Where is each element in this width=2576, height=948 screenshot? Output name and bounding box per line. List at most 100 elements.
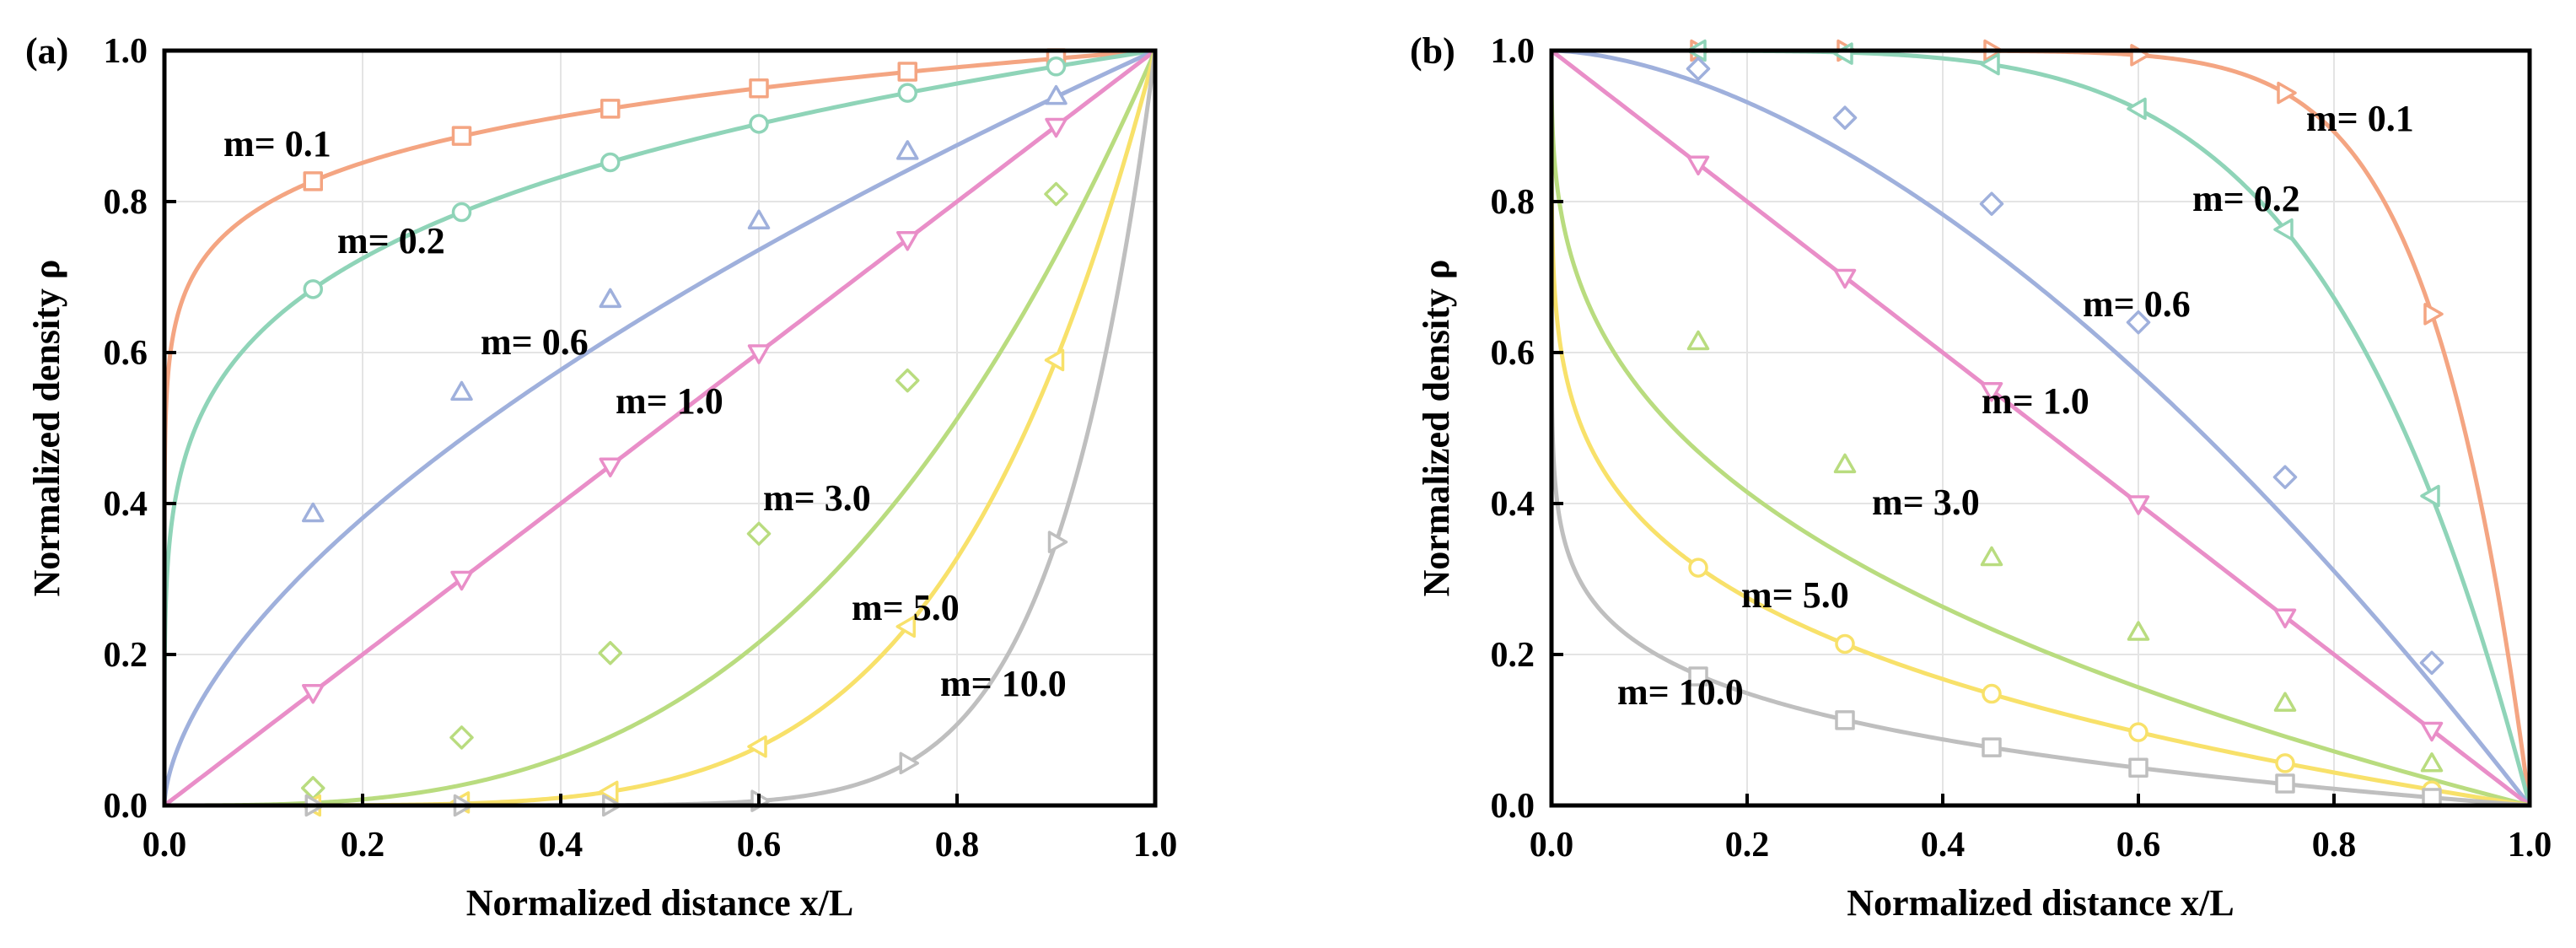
x-tick-label: 0.6	[737, 826, 782, 865]
series-line-5.0	[1549, 51, 2530, 808]
data-point	[2272, 465, 2298, 489]
data-point	[747, 344, 771, 364]
series-label: m= 0.6	[2083, 283, 2191, 325]
series-label: m= 10.0	[1617, 671, 1744, 713]
data-point	[599, 457, 621, 477]
series-line-1.0	[1550, 49, 2531, 807]
data-point	[2420, 484, 2440, 508]
chart-panel-a: m= 0.1 m= 0.2 m= 0.6 m= 1.0 m= 3.0 m= 5.0 m= 1…	[25, 30, 1177, 924]
x-axis-label: Normalized distance x/L	[1847, 882, 2235, 924]
data-point	[1686, 57, 1711, 81]
y-tick-label: 0.4	[104, 485, 148, 524]
x-tick-label: 1.0	[2508, 826, 2552, 865]
series-label: m= 1.0	[616, 380, 723, 422]
series-line-3.0	[1549, 50, 2530, 808]
series-label: m= 3.0	[1872, 482, 1980, 523]
data-point	[302, 684, 325, 704]
x-tick-label: 0.6	[2116, 826, 2161, 865]
y-axis-label: Normalized density ρ	[1416, 260, 1457, 597]
data-point	[1980, 546, 2003, 567]
series-label: m= 0.1	[223, 123, 331, 164]
x-tick-label: 0.8	[2312, 826, 2357, 865]
series-label: m= 10.0	[940, 663, 1067, 704]
data-point	[1686, 155, 1710, 175]
x-tick-label: 0.4	[1921, 826, 1966, 865]
plot-frame	[162, 48, 1158, 808]
series-label: m= 5.0	[852, 587, 960, 628]
data-point	[2419, 650, 2444, 676]
x-axis-label: Normalized distance x/L	[466, 882, 854, 924]
panel-label: (a)	[25, 30, 68, 72]
data-point	[2277, 81, 2297, 105]
data-point	[2420, 721, 2444, 742]
series-label: m= 1.0	[1982, 380, 2089, 422]
data-point	[895, 615, 916, 638]
data-point	[450, 570, 473, 591]
data-point	[599, 780, 619, 804]
data-point	[1833, 453, 1857, 474]
y-tick-label: 0.4	[1491, 485, 1535, 524]
data-point	[897, 62, 917, 82]
data-point	[302, 502, 325, 523]
y-tick-label: 0.6	[1491, 334, 1535, 373]
data-point	[1046, 57, 1067, 77]
series-line-10.0	[1549, 51, 2530, 808]
series-line-0.6	[1551, 48, 2531, 807]
data-point	[895, 368, 920, 393]
series-label: m= 0.6	[481, 321, 589, 363]
series-line-3.0	[164, 49, 1158, 808]
data-point	[1982, 683, 2002, 704]
data-point	[2127, 495, 2150, 515]
data-point	[749, 78, 769, 99]
data-point	[2130, 44, 2150, 67]
data-point	[1045, 84, 1068, 105]
data-point	[747, 735, 767, 758]
data-point	[599, 288, 621, 309]
data-point	[897, 83, 917, 103]
y-tick-label: 0.2	[1491, 636, 1535, 675]
series-label: m= 0.2	[337, 220, 445, 261]
data-point	[600, 99, 621, 119]
data-point	[746, 521, 772, 547]
x-tick-label: 0.2	[341, 826, 385, 865]
series-label: m= 0.2	[2192, 178, 2300, 219]
x-tick-label: 0.2	[1725, 826, 1770, 865]
series-label: m= 5.0	[1741, 574, 1849, 616]
data-point	[1979, 191, 2004, 216]
data-point	[598, 640, 622, 665]
series-label: m= 3.0	[763, 477, 871, 519]
x-tick-label: 1.0	[1133, 826, 1178, 865]
data-point	[303, 171, 323, 191]
data-point	[1044, 181, 1068, 207]
data-point	[2128, 722, 2148, 742]
data-point	[2275, 753, 2295, 773]
data-point	[2420, 752, 2444, 773]
data-point	[1982, 737, 2002, 757]
data-point	[451, 202, 472, 223]
data-point	[1047, 531, 1068, 553]
data-point	[2273, 218, 2294, 241]
data-point	[2275, 773, 2295, 794]
x-tick-label: 0.0	[1530, 826, 1574, 865]
y-tick-label: 0.0	[104, 787, 148, 826]
data-point	[2128, 757, 2148, 778]
series-label: m= 0.1	[2306, 98, 2414, 139]
data-point	[1044, 348, 1065, 372]
data-point	[896, 231, 919, 251]
y-tick-label: 1.0	[1491, 32, 1535, 71]
data-point	[449, 725, 474, 750]
data-point	[451, 126, 472, 146]
y-tick-label: 0.2	[104, 636, 148, 675]
y-axis-label: Normalized density ρ	[26, 260, 67, 597]
panel-label: (b)	[1410, 30, 1455, 72]
x-tick-label: 0.8	[935, 826, 980, 865]
plot-frame	[1549, 48, 2532, 808]
data-point	[600, 152, 621, 173]
data-point	[1688, 666, 1708, 687]
data-point	[749, 114, 769, 134]
data-point	[1688, 557, 1708, 578]
x-tick-label: 0.4	[539, 826, 583, 865]
data-point	[2423, 303, 2444, 326]
data-point	[450, 380, 473, 401]
data-point	[1980, 382, 2003, 402]
